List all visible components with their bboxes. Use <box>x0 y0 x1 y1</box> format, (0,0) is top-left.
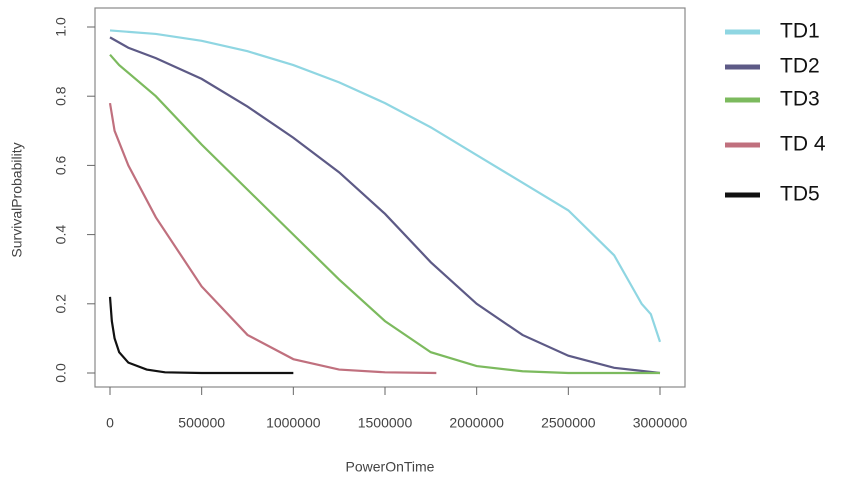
legend-label: TD 4 <box>780 133 826 156</box>
y-tick-label: 0.6 <box>53 155 69 175</box>
y-tick-label: 0.8 <box>53 86 69 106</box>
series-line <box>109 53 660 375</box>
x-tick-label: 1000000 <box>266 415 321 431</box>
series-line <box>108 102 437 375</box>
y-axis-label: SurvivalProbability <box>9 142 25 257</box>
x-tick-label: 1500000 <box>358 415 413 431</box>
y-tick-label: 1.0 <box>53 17 69 37</box>
y-tick-label: 0.2 <box>53 294 69 314</box>
legend-label: TD2 <box>780 55 820 78</box>
x-tick-label: 2500000 <box>541 415 596 431</box>
y-tick-label: 0.4 <box>53 225 69 245</box>
legend-label: TD1 <box>780 20 820 43</box>
legend-label: TD3 <box>780 88 820 111</box>
x-axis-label: PowerOnTime <box>346 459 435 475</box>
x-tick-label: 2000000 <box>449 415 504 431</box>
plot-frame <box>94 7 686 388</box>
legend-label: TD5 <box>780 183 820 206</box>
series-line <box>108 296 294 375</box>
x-tick-label: 500000 <box>178 415 225 431</box>
series-line <box>109 36 661 375</box>
series-line <box>109 29 662 343</box>
x-tick-label: 0 <box>106 415 114 431</box>
x-tick-label: 3000000 <box>633 415 688 431</box>
y-tick-label: 0.0 <box>53 363 69 383</box>
